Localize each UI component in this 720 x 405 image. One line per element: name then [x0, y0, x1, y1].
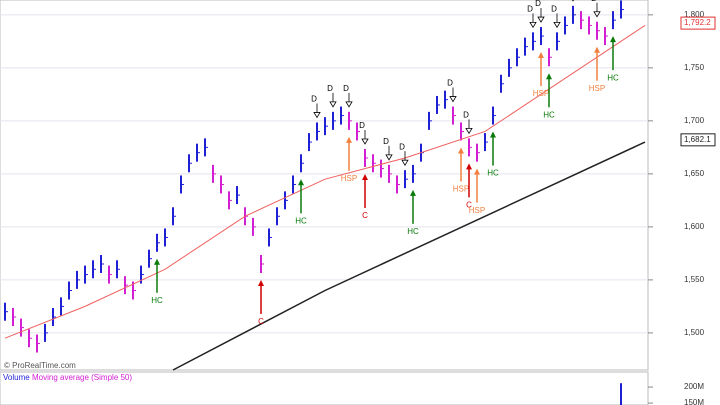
y-tick-label: 1,800: [684, 10, 705, 19]
signal-label: HC: [407, 227, 419, 236]
price-label-box: [680, 16, 716, 30]
volume-tick-label: 200M: [684, 382, 704, 391]
signal-label: HSP: [453, 185, 469, 194]
volume-tick-label: 150M: [684, 398, 704, 405]
marker-triangle: [572, 0, 574, 2]
volume-label: Volume: [3, 373, 30, 382]
signal-arrowhead: [458, 147, 464, 154]
signal-label: C: [466, 200, 472, 209]
marker-label: D: [447, 79, 453, 88]
y-tick-label: 1,600: [684, 222, 705, 231]
signal-arrowhead: [346, 136, 352, 143]
y-tick-label: 1,500: [684, 328, 705, 337]
signal-label: C: [258, 317, 264, 326]
price-label: 1,792.2: [684, 18, 711, 27]
marker-label: D: [327, 84, 333, 93]
marker-label: D: [383, 137, 389, 146]
y-tick-label: 1,700: [684, 116, 705, 125]
plot-area: [0, 0, 649, 371]
signal-label: HC: [151, 296, 163, 305]
signal-label: HSP: [469, 206, 485, 215]
y-tick-label: 1,650: [684, 169, 705, 178]
signal-arrowhead: [546, 73, 552, 80]
signal-label: HSP: [533, 89, 549, 98]
marker-label: D: [359, 121, 365, 130]
signal-label: HC: [607, 73, 619, 82]
y-tick-label: 1,750: [684, 63, 705, 72]
signal-label: HC: [543, 110, 555, 119]
signal-arrowhead: [490, 131, 496, 138]
signal-arrowhead: [594, 46, 600, 53]
moving-average: [4, 25, 646, 339]
marker-label: D: [535, 0, 541, 8]
marker-label: D: [463, 110, 469, 119]
marker-label: D: [311, 95, 317, 104]
signal-arrowhead: [298, 179, 304, 186]
signal-label: HC: [487, 169, 499, 178]
signal-arrowhead: [258, 279, 264, 286]
marker-label: D: [527, 4, 533, 13]
marker-label: D: [551, 4, 557, 13]
moving-average: [172, 141, 646, 371]
signal-label: HSP: [589, 84, 605, 93]
signal-arrowhead: [538, 52, 544, 59]
volume-panel: [0, 371, 649, 405]
price-label: 1,682.1: [684, 135, 711, 144]
watermark: © ProRealTime.com: [4, 361, 76, 370]
price-label-box: [680, 133, 716, 147]
marker-label: D: [343, 84, 349, 93]
y-tick-label: 1,550: [684, 275, 705, 284]
marker-label: D: [399, 142, 405, 151]
signal-arrowhead: [466, 163, 472, 170]
marker-label: D: [591, 0, 597, 3]
signal-label: C: [362, 211, 368, 220]
signal-arrowhead: [410, 189, 416, 196]
signal-arrowhead: [474, 168, 480, 175]
signal-label: HC: [295, 216, 307, 225]
signal-arrowhead: [154, 258, 160, 265]
signal-arrowhead: [610, 36, 616, 43]
volume-ma-label: Moving average (Simple 50): [32, 373, 132, 382]
signal-label: HSP: [341, 174, 357, 183]
signal-arrowhead: [362, 173, 368, 180]
